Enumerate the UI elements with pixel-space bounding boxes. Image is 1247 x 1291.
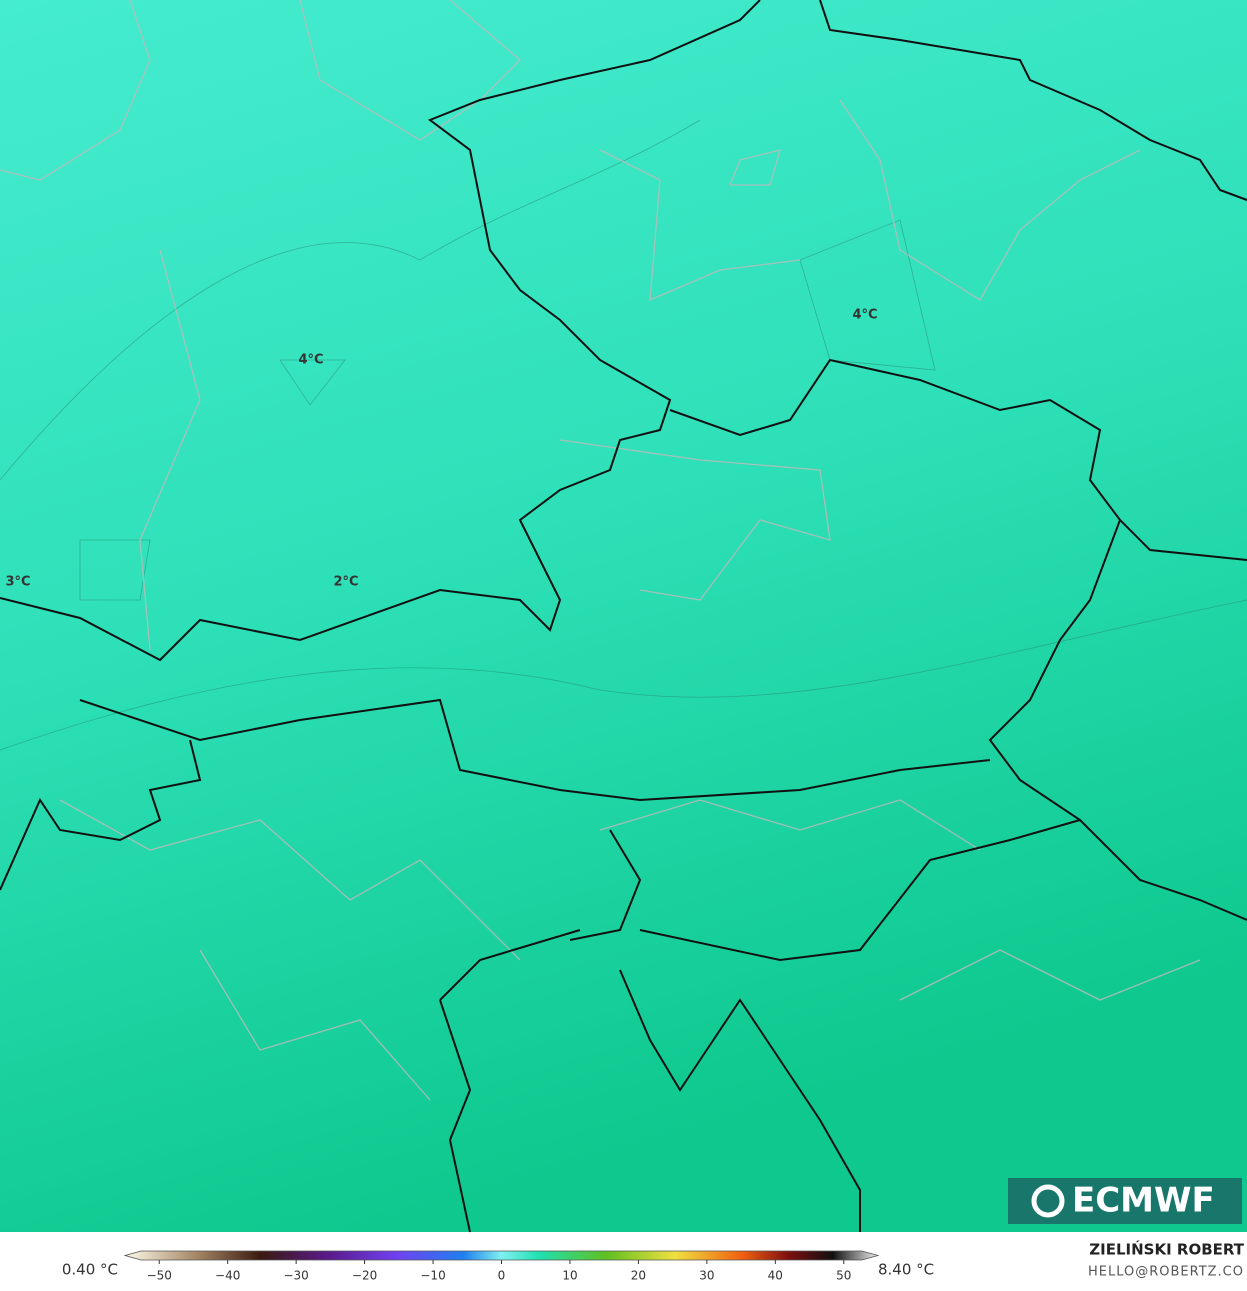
contact: HELLO@ROBERTZ.CO — [1088, 1265, 1244, 1280]
logo: ECMWF — [1008, 1178, 1242, 1224]
legend-min: 0.40 °C — [62, 1261, 118, 1279]
colorbar-tick-label: −50 — [147, 1269, 172, 1283]
contour-label: 3°C — [5, 575, 30, 590]
map: 4°C 4°C 2°C 3°C ECMWF — [0, 0, 1247, 1233]
legend-max: 8.40 °C — [878, 1261, 934, 1279]
colorbar-tick-label: 10 — [562, 1269, 577, 1283]
colorbar-tick-label: −10 — [420, 1269, 445, 1283]
logo-text: ECMWF — [1072, 1181, 1215, 1221]
contour-label: 2°C — [333, 575, 358, 590]
legend: 0.40 °C 8.40 °C ZIELIŃSKI ROBERT HELLO@R… — [62, 1240, 1245, 1283]
colorbar-tick-label: −30 — [283, 1269, 308, 1283]
colorbar-tick-label: −20 — [352, 1269, 377, 1283]
colorbar-tick-label: 30 — [699, 1269, 714, 1283]
map-field — [0, 0, 1247, 1232]
colorbar-tick-label: 20 — [631, 1269, 646, 1283]
logo-icon — [1031, 1184, 1065, 1218]
colorbar — [123, 1250, 880, 1261]
contour-label: 4°C — [852, 308, 877, 323]
colorbar-tick-label: 0 — [498, 1269, 506, 1283]
colorbar-tick-label: 40 — [768, 1269, 783, 1283]
contour-label: 4°C — [298, 353, 323, 368]
author: ZIELIŃSKI ROBERT — [1089, 1240, 1244, 1259]
colorbar-tick-label: −40 — [215, 1269, 240, 1283]
colorbar-tick-label: 50 — [836, 1269, 851, 1283]
